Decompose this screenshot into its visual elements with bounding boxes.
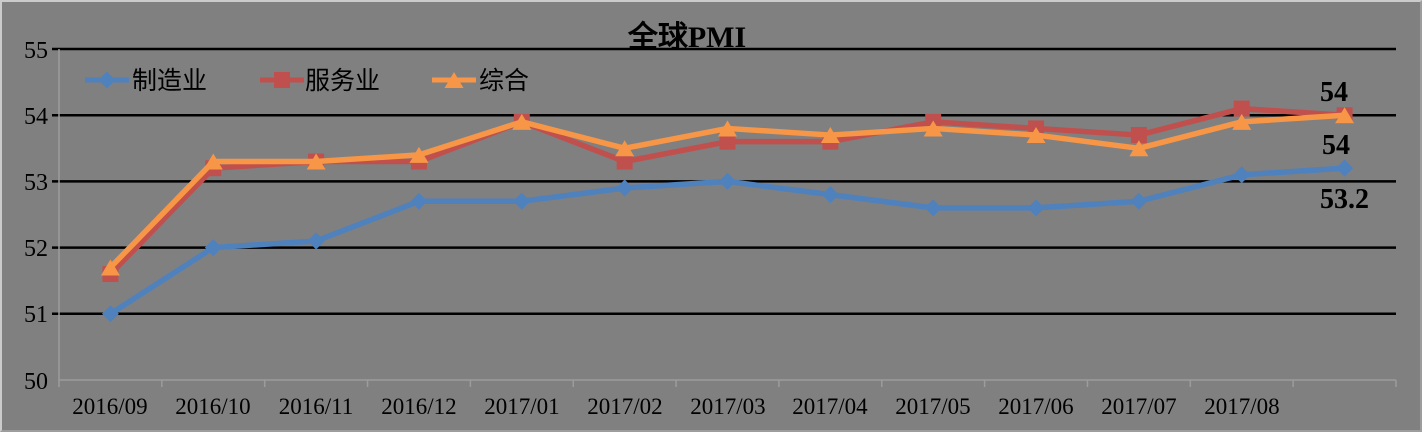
x-tick-label-2017-07: 2017/07: [1101, 394, 1176, 419]
x-tick-label-2016-09: 2016/09: [72, 394, 147, 419]
x-tick-label-2017-08: 2017/08: [1204, 394, 1279, 419]
legend-marker-manufacturing: [85, 71, 129, 89]
y-axis-labels: 55 54 53 52 51 50: [24, 38, 48, 395]
x-tick-label-2017-01: 2017/01: [484, 394, 559, 419]
series-layer: [100, 100, 1355, 323]
legend-label-manufacturing: 制造业: [132, 67, 207, 95]
y-tick-label-51: 51: [24, 302, 48, 328]
x-tick-label-2017-05: 2017/05: [895, 394, 970, 419]
legend-label-services: 服务业: [305, 67, 380, 95]
legend-marker-composite: [432, 72, 476, 88]
x-tick-label-2017-06: 2017/06: [998, 394, 1073, 419]
data-label-services: 54: [1320, 77, 1348, 108]
y-tick-label-55: 55: [24, 38, 48, 64]
x-tick-label-2017-04: 2017/04: [792, 394, 868, 419]
x-tick-label-2016-11: 2016/11: [279, 394, 354, 419]
x-tick-label-2016-12: 2016/12: [381, 394, 456, 419]
chart-title: 全球PMI: [627, 20, 746, 54]
legend-label-composite: 综合: [479, 67, 529, 95]
x-tick-label-2017-03: 2017/03: [690, 394, 765, 419]
x-axis-labels: 2016/09 2016/10 2016/11 2016/12 2017/01 …: [72, 394, 1279, 419]
x-tick-label-2017-02: 2017/02: [587, 394, 662, 419]
y-tick-label-54: 54: [24, 104, 48, 130]
data-label-composite: 54: [1322, 130, 1350, 161]
x-tick-label-2016-10: 2016/10: [175, 394, 250, 419]
axis-layer: [58, 49, 1396, 381]
x-axis-tick-marks: [58, 380, 1397, 387]
data-label-manufacturing: 53.2: [1320, 184, 1369, 215]
y-tick-label-52: 52: [24, 236, 48, 262]
legend-marker-services: [260, 72, 304, 88]
y-tick-label-50: 50: [24, 369, 48, 395]
y-tick-label-53: 53: [24, 170, 48, 196]
legend: 制造业 服务业 综合: [85, 67, 529, 95]
end-data-labels: 54 54 53.2: [1320, 77, 1369, 215]
